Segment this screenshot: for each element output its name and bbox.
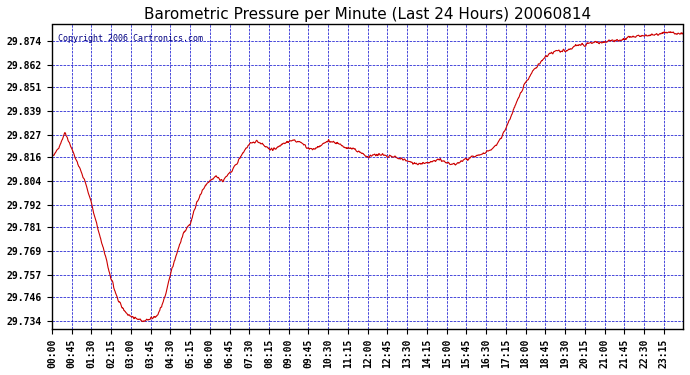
Text: Copyright 2006 Cartronics.com: Copyright 2006 Cartronics.com	[58, 34, 204, 43]
Title: Barometric Pressure per Minute (Last 24 Hours) 20060814: Barometric Pressure per Minute (Last 24 …	[144, 7, 591, 22]
